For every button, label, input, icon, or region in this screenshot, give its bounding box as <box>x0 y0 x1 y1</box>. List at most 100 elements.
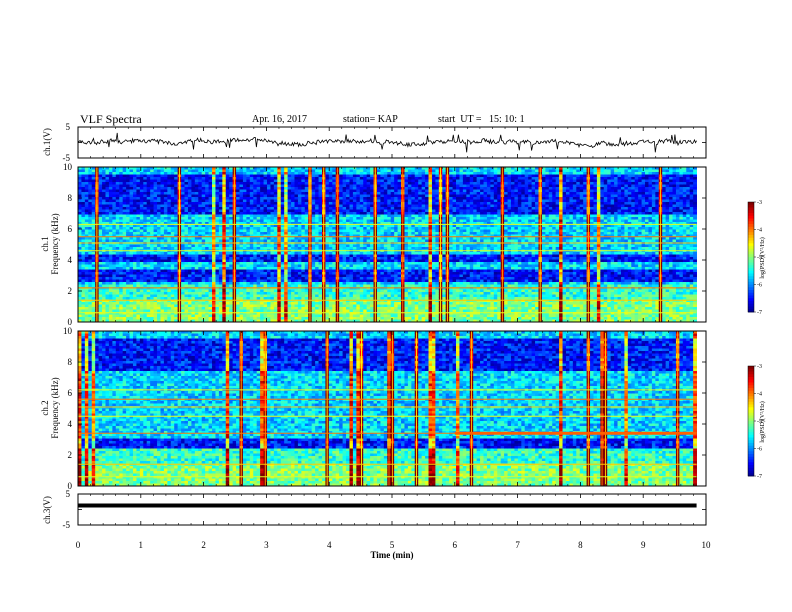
spectrogram-cell <box>280 232 285 235</box>
spectrogram-cell <box>253 292 258 295</box>
spectrogram-cell <box>153 237 158 240</box>
spectrogram-cell <box>119 267 124 270</box>
spectrogram-cell <box>267 257 271 260</box>
spectrogram-cell <box>304 234 309 238</box>
spectrogram-cell <box>342 169 347 173</box>
spectrogram-cell <box>112 252 117 255</box>
spectrogram-cell <box>242 309 247 313</box>
spectrogram-cell <box>225 177 230 180</box>
spectrogram-cell <box>146 267 151 270</box>
spectrogram-cell <box>311 262 316 265</box>
spectrogram-cell <box>260 282 264 285</box>
spectrogram-cell <box>115 252 120 255</box>
spectrogram-cell <box>174 254 179 258</box>
spectrogram-cell <box>273 179 278 183</box>
spectrogram-cell <box>212 207 216 210</box>
spectrogram-cell <box>191 227 196 230</box>
spectrogram-cell <box>294 182 299 185</box>
spectrogram-cell <box>225 319 230 323</box>
spectrogram-cell <box>253 309 258 313</box>
spectrogram-cell <box>304 302 309 305</box>
spectrogram-cell <box>167 234 172 238</box>
spectrogram-cell <box>325 294 330 298</box>
spectrogram-cell <box>304 222 309 225</box>
spectrogram-cell <box>122 177 127 180</box>
spectrogram-cell <box>153 299 158 303</box>
spectrogram-cell <box>239 172 244 175</box>
spectrogram-cell <box>332 284 337 288</box>
spectrogram-cell <box>108 317 113 320</box>
spectrogram-cell <box>136 307 141 310</box>
spectrogram-cell <box>157 294 161 298</box>
spectrogram-cell <box>318 307 323 310</box>
spectrogram-cell <box>174 252 179 255</box>
spectrogram-cell <box>139 184 144 188</box>
spectrogram-cell <box>253 277 258 280</box>
spectrogram-cell <box>132 182 137 185</box>
spectrogram-cell <box>119 317 124 320</box>
spectrogram-cell <box>318 237 323 240</box>
spectrogram-cell <box>163 267 168 270</box>
spectrogram-cell <box>318 254 323 258</box>
spectrogram-cell <box>108 302 113 305</box>
spectrogram-cell <box>181 252 185 255</box>
spectrogram-cell <box>119 234 124 238</box>
spectrogram-cell <box>267 302 271 305</box>
spectrogram-cell <box>132 237 137 240</box>
spectrogram-cell <box>346 252 350 255</box>
spectrogram-cell <box>301 184 306 188</box>
spectrogram-cell <box>170 227 175 230</box>
spectrogram-cell <box>239 239 244 243</box>
spectrogram-cell <box>91 319 96 323</box>
spectrogram-cell <box>139 167 144 170</box>
spectrogram-cell <box>81 184 86 188</box>
spectrogram-cell <box>187 312 192 315</box>
spectrogram-cell <box>81 207 86 210</box>
spectrogram-cell <box>332 204 337 208</box>
spectrogram-cell <box>339 307 344 310</box>
spectrogram-cell <box>318 292 323 295</box>
spectrogram-cell <box>294 282 299 285</box>
spectrogram-cell <box>181 209 185 213</box>
spectrogram-cell <box>284 312 289 315</box>
spectrogram-cell <box>150 304 155 308</box>
spectrogram-cell <box>328 237 333 240</box>
spectrogram-cell <box>108 169 113 173</box>
spectrogram-cell <box>201 172 206 175</box>
spectrogram-cell <box>157 309 161 313</box>
spectrogram-cell <box>108 197 113 200</box>
spectrogram-cell <box>311 224 316 228</box>
spectrogram-cell <box>270 289 275 293</box>
spectrogram-cell <box>311 184 316 188</box>
spectrogram-cell <box>129 232 134 235</box>
spectrogram-cell <box>297 314 302 318</box>
spectrogram-cell <box>198 252 203 255</box>
spectrogram-cell <box>115 202 120 205</box>
spectrogram-cell <box>184 289 189 293</box>
spectrogram-cell <box>139 237 144 240</box>
spectrogram-cell <box>332 244 337 248</box>
spectrogram-cell <box>284 212 289 215</box>
spectrogram-cell <box>263 294 268 298</box>
spectrogram-cell <box>311 319 316 323</box>
spectrogram-cell <box>181 289 185 293</box>
spectrogram-cell <box>187 202 192 205</box>
spectrogram-cell <box>98 179 103 183</box>
spectrogram-cell <box>263 299 268 303</box>
spectrogram-cell <box>284 279 289 283</box>
spectrogram-cell <box>98 224 103 228</box>
spectrogram-cell <box>187 189 192 193</box>
spectrogram-cell <box>342 309 347 313</box>
spectrogram-cell <box>194 289 199 293</box>
spectrogram-cell <box>84 254 89 258</box>
spectrogram-cell <box>174 234 179 238</box>
spectrogram-cell <box>112 169 117 173</box>
spectrogram-cell <box>311 304 316 308</box>
spectrogram-cell <box>318 199 323 203</box>
spectrogram-cell <box>205 194 209 198</box>
spectrogram-cell <box>249 209 254 213</box>
spectrogram-cell <box>84 207 89 210</box>
spectrogram-cell <box>163 232 168 235</box>
spectrogram-cell <box>84 199 89 203</box>
spectrogram-cell <box>81 224 86 228</box>
